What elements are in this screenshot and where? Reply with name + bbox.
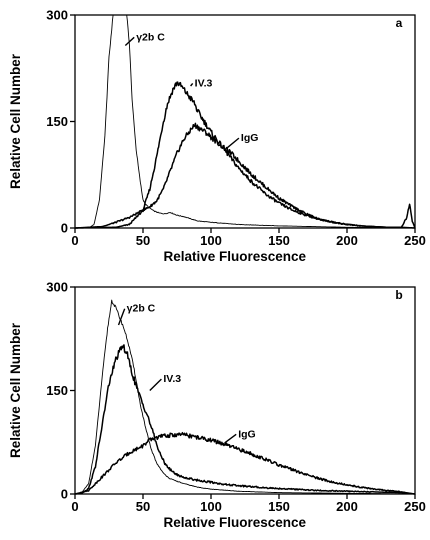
series-line-gamma2b-c [74,299,415,495]
annotation-leader [117,308,126,326]
x-tick-label: 0 [71,499,78,514]
annotation-leader [124,36,135,47]
panel-letter: b [395,288,402,302]
y-axis-title: Relative Cell Number [8,53,23,189]
series-line-igg [74,122,416,229]
series-line-iv-3 [74,344,416,495]
series-label-iv-3: IV.3 [195,77,213,89]
y-axis-title: Relative Cell Number [8,322,23,458]
x-axis-title: Relative Fluorescence [164,515,307,530]
y-tick-label: 150 [46,383,68,398]
panel-b: 0 50 100 150 200 250 0 150 300 Relative Fluoresce… [8,280,426,531]
x-tick-label: 200 [336,233,358,248]
y-tick-label: 300 [46,280,68,295]
series-label-gamma2b-c: γ2b C [127,303,156,315]
annotation-leader [149,378,162,391]
panel-a: 0 50 100 150 200 250 0 150 300 Relative Fluoresce… [8,8,426,265]
y-tick-label: 0 [61,487,68,502]
annotation-leader [224,433,237,444]
y-tick-label: 300 [46,8,68,23]
x-tick-label: 0 [71,233,78,248]
x-tick-label: 150 [268,499,290,514]
annotation-leader [224,137,240,151]
x-tick-label: 150 [268,233,290,248]
x-axis-title: Relative Fluorescence [164,249,307,264]
plot-frame [74,286,416,495]
annotation-leader [190,83,194,87]
x-tick-label: 100 [200,233,222,248]
series-label-gamma2b-c: γ2b C [136,31,165,43]
plot-frame [74,14,416,229]
x-tick-label: 200 [336,499,358,514]
x-tick-label: 250 [404,233,426,248]
y-tick-label: 0 [61,221,68,236]
series-line-igg [74,431,416,495]
series-line-iv-3 [74,81,416,229]
series-label-igg: IgG [238,428,256,440]
series-label-igg: IgG [241,132,258,144]
y-tick-label: 150 [46,114,68,129]
panel-letter: a [396,16,403,30]
x-tick-label: 250 [404,499,426,514]
series-line-gamma2b-c [75,14,415,229]
x-tick-label: 100 [200,499,222,514]
x-tick-label: 50 [136,499,150,514]
x-tick-label: 50 [136,233,150,248]
series-label-iv-3: IV.3 [163,373,181,385]
